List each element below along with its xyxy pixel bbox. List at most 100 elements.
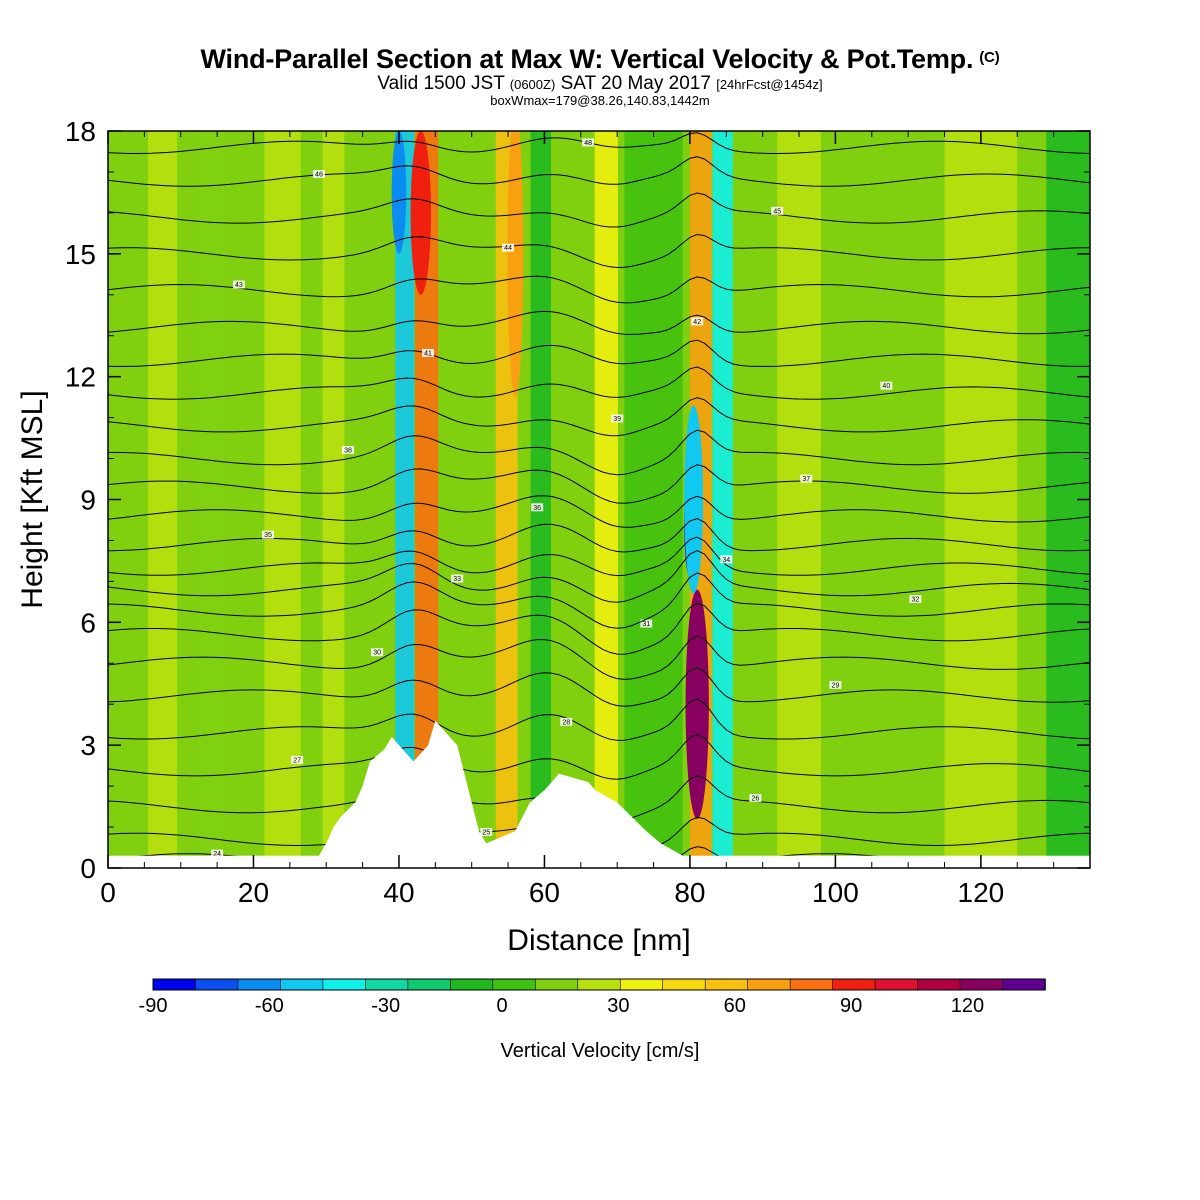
velocity-band-6 bbox=[712, 131, 733, 868]
theta-label-bg bbox=[749, 793, 762, 802]
theta-label-45: 45 bbox=[771, 206, 784, 215]
valid-date: SAT 20 May 2017 bbox=[560, 73, 711, 94]
forecast-info: [24hrFcst@1454z] bbox=[716, 77, 823, 92]
theta-label-bg bbox=[880, 381, 893, 390]
colorbar-tick-label: 0 bbox=[496, 995, 507, 1017]
theta-contour-48 bbox=[108, 132, 1090, 154]
theta-label-42: 42 bbox=[691, 317, 704, 326]
theta-contour-31 bbox=[108, 602, 1090, 655]
theta-contour-42 bbox=[108, 310, 1090, 335]
theta-label-text: 31 bbox=[642, 621, 650, 628]
colorbar-cell bbox=[407, 978, 452, 991]
colorbar-cell bbox=[662, 978, 706, 991]
x-axis-title: Distance [nm] bbox=[507, 924, 690, 957]
velocity-band-10 bbox=[148, 131, 178, 868]
colorbar-tick-label: -90 bbox=[139, 995, 168, 1017]
theta-contour-43 bbox=[108, 275, 1090, 304]
theta-label-text: 36 bbox=[533, 505, 541, 512]
theta-label-text: 29 bbox=[832, 682, 840, 689]
theta-label-37: 37 bbox=[800, 474, 813, 483]
theta-contour-32 bbox=[108, 572, 1090, 629]
theta-contour-29 bbox=[108, 667, 1090, 707]
plot-area: 24 25 26 27 28 29 30 31 32 33 34 35 36 37 38 39 40 41 42 43… bbox=[108, 131, 1090, 868]
theta-label-text: 30 bbox=[373, 650, 381, 657]
theta-label-text: 38 bbox=[344, 447, 352, 454]
theta-label-text: 25 bbox=[482, 829, 490, 836]
x-tick-label: 40 bbox=[383, 877, 414, 908]
theta-label-bg bbox=[451, 574, 464, 583]
velocity-core-1 bbox=[685, 589, 709, 819]
theta-label-bg bbox=[560, 717, 573, 726]
chart-title-text: Wind-Parallel Section at Max W: Vertical… bbox=[200, 44, 974, 74]
theta-label-28: 28 bbox=[560, 717, 573, 726]
theta-label-25: 25 bbox=[480, 827, 493, 836]
y-tick-label: 15 bbox=[65, 239, 96, 270]
colorbar: -90 -60 -30 0 30 60 90 120 Vertical Velocity [cm… bbox=[139, 978, 1046, 1062]
theta-label-text: 48 bbox=[584, 140, 592, 147]
theta-label-36: 36 bbox=[531, 503, 544, 512]
theta-label-bg bbox=[371, 648, 384, 657]
terrain bbox=[318, 720, 683, 868]
x-tick-label: 80 bbox=[674, 877, 705, 908]
colorbar-cell bbox=[492, 978, 537, 991]
theta-label-bg bbox=[829, 680, 842, 689]
colorbar-cell bbox=[534, 978, 579, 991]
theta-label-38: 38 bbox=[342, 445, 355, 454]
theta-label-text: 39 bbox=[613, 416, 621, 423]
theta-contour-36 bbox=[108, 495, 1090, 528]
velocity-core-6 bbox=[507, 131, 524, 398]
theta-label-text: 41 bbox=[424, 350, 432, 357]
colorbar-frame bbox=[152, 978, 1046, 991]
colorbar-cell bbox=[195, 978, 239, 991]
theta-label-bg bbox=[720, 555, 733, 564]
theta-label-32: 32 bbox=[909, 594, 922, 603]
colorbar-tick-label: -60 bbox=[255, 995, 284, 1017]
theta-label-bg bbox=[291, 755, 304, 764]
colorbar-tick-label: 30 bbox=[607, 995, 629, 1017]
theta-label-34: 34 bbox=[720, 555, 733, 564]
y-tick-label: 3 bbox=[80, 730, 96, 761]
x-axis: 0 20 40 60 80 100 120 Distance [nm] bbox=[100, 131, 1091, 957]
theta-label-text: 32 bbox=[912, 596, 920, 603]
colorbar-cell bbox=[917, 978, 961, 991]
colorbar-cell bbox=[832, 978, 876, 991]
colorbar-label: Vertical Velocity [cm/s] bbox=[501, 1040, 700, 1062]
theta-contour-27 bbox=[108, 734, 1090, 780]
theta-label-35: 35 bbox=[262, 530, 275, 539]
colorbar-cell bbox=[237, 978, 282, 991]
theta-contour-45 bbox=[108, 192, 1090, 228]
y-tick-label: 9 bbox=[80, 485, 96, 516]
colorbar-cell bbox=[1002, 978, 1046, 991]
theta-label-bg bbox=[312, 169, 325, 178]
theta-label-bg bbox=[422, 348, 435, 357]
theta-label-text: 46 bbox=[315, 171, 323, 178]
velocity-core-4 bbox=[410, 131, 431, 295]
y-axis-title: Height [Kft MSL] bbox=[16, 390, 49, 608]
theta-contour-38 bbox=[108, 429, 1090, 476]
theta-label-43: 43 bbox=[232, 280, 245, 289]
theta-contour-46 bbox=[108, 156, 1090, 187]
y-tick-label: 12 bbox=[65, 362, 96, 393]
theta-label-text: 40 bbox=[882, 383, 890, 390]
chart-title: Wind-Parallel Section at Max W: Vertical… bbox=[0, 44, 1200, 75]
theta-label-text: 26 bbox=[751, 795, 759, 802]
colorbar-cell bbox=[280, 978, 324, 991]
theta-label-bg bbox=[502, 243, 515, 252]
theta-contour-44 bbox=[108, 233, 1090, 269]
theta-label-30: 30 bbox=[371, 648, 384, 657]
colorbar-tick-label: 120 bbox=[951, 995, 984, 1017]
theta-contour-41 bbox=[108, 339, 1090, 367]
colorbar-tick-label: 90 bbox=[840, 995, 862, 1017]
theta-label-bg bbox=[211, 849, 224, 858]
theta-contour-33 bbox=[108, 549, 1090, 603]
x-tick-label: 100 bbox=[812, 877, 859, 908]
colorbar-cell bbox=[152, 978, 197, 991]
theta-label-bg bbox=[771, 206, 784, 215]
theta-label-bg bbox=[800, 474, 813, 483]
valid-time: Valid 1500 JST bbox=[377, 73, 505, 94]
theta-label-46: 46 bbox=[312, 169, 325, 178]
chart-subtitle: Valid 1500 JST (0600Z) SAT 20 May 2017 [… bbox=[0, 73, 1200, 95]
x-tick-label: 0 bbox=[100, 877, 116, 908]
colorbar-cell bbox=[322, 978, 367, 991]
